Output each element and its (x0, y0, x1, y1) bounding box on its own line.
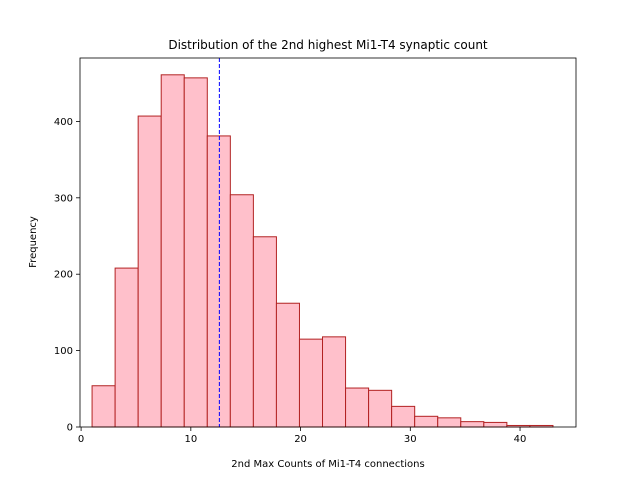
plot-frame (79, 57, 577, 428)
histogram-bar (275, 302, 300, 428)
histogram-bar (322, 336, 347, 428)
histogram-bar (252, 236, 277, 428)
histogram-bar (206, 135, 231, 428)
histogram-bar (437, 417, 462, 428)
histogram-bar (298, 338, 324, 428)
x-axis-label: 2nd Max Counts of Mi1-T4 connections (231, 459, 424, 470)
y-tick-label: 400 (54, 117, 73, 128)
y-tick-label: 100 (54, 346, 73, 357)
bars-group (91, 74, 554, 428)
x-tick-label: 10 (184, 434, 197, 445)
histogram-bar (229, 194, 254, 428)
y-tick-label: 0 (67, 423, 73, 434)
chart-title: Distribution of the 2nd highest Mi1-T4 s… (168, 38, 488, 52)
x-tick-label: 30 (404, 434, 417, 445)
histogram-bar (137, 115, 162, 428)
x-tick-label: 20 (294, 434, 307, 445)
y-tick-label: 300 (54, 193, 73, 204)
histogram-bar (345, 387, 370, 428)
histogram-bar (91, 385, 116, 428)
y-axis-ticks: 0 100 200 300 400 (54, 117, 80, 434)
x-tick-label: 0 (78, 434, 84, 445)
histogram-bar (483, 421, 508, 428)
histogram-bar (160, 74, 185, 428)
y-tick-label: 200 (54, 270, 73, 281)
histogram-bar (414, 415, 439, 428)
x-axis-ticks: 0 10 20 30 40 (78, 427, 526, 445)
histogram-bar (460, 421, 485, 428)
histogram-bar (183, 77, 208, 428)
histogram-bar (391, 405, 416, 428)
histogram-bar (114, 267, 139, 428)
x-tick-label: 40 (514, 434, 527, 445)
histogram-bar (368, 389, 393, 428)
y-axis-label: Frequency (28, 216, 39, 268)
